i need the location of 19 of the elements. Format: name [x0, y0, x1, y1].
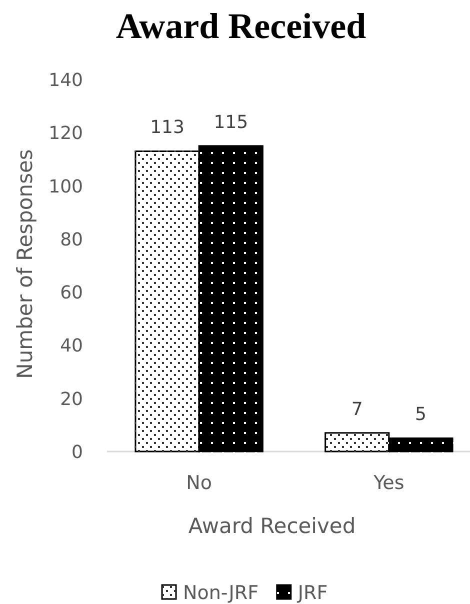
- legend-label: Non-JRF: [183, 582, 259, 604]
- x-tick-label: Yes: [372, 472, 404, 494]
- y-axis-title: Number of Responses: [13, 149, 37, 379]
- y-tick-label: 140: [48, 70, 83, 91]
- y-tick-label: 100: [48, 176, 83, 198]
- y-tick-label: 120: [48, 123, 83, 144]
- y-tick-label: 20: [60, 388, 83, 410]
- legend-label: JRF: [296, 582, 328, 604]
- chart-title: Award Received: [116, 6, 366, 46]
- y-tick-label: 60: [60, 282, 83, 304]
- data-label: 7: [351, 398, 363, 420]
- data-label: 113: [150, 117, 184, 138]
- x-tick-label: No: [186, 472, 212, 494]
- y-tick-label: 80: [60, 229, 83, 250]
- y-tick-label: 0: [72, 442, 83, 463]
- x-axis-title: Award Received: [188, 514, 356, 538]
- data-label: 5: [414, 404, 426, 426]
- data-label: 115: [214, 112, 248, 133]
- y-tick-label: 40: [60, 336, 83, 357]
